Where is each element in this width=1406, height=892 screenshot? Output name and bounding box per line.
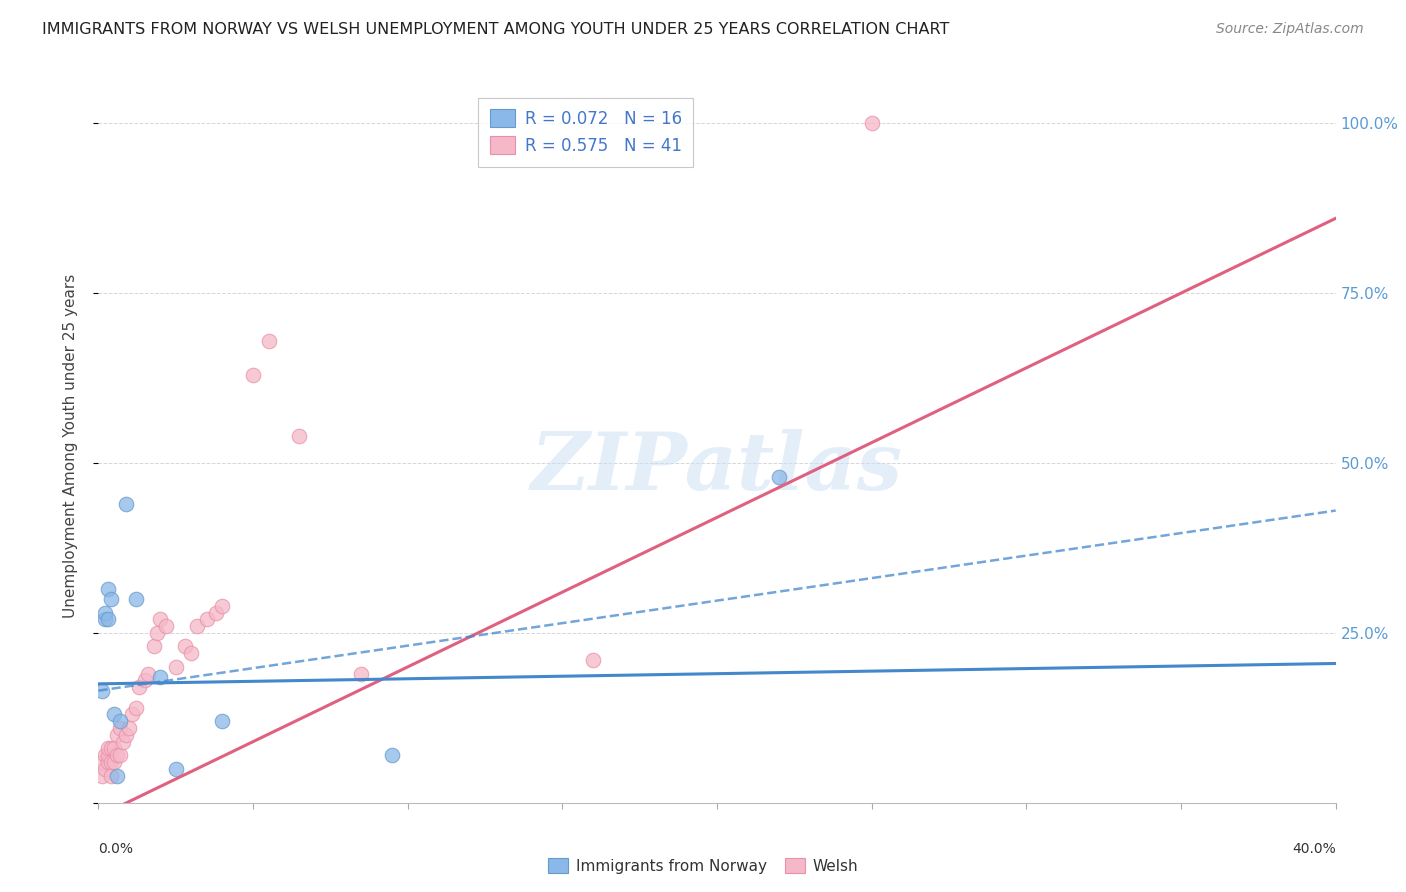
Point [180,646,202,660]
Text: Source: ZipAtlas.com: Source: ZipAtlas.com [1216,22,1364,37]
Point [288,429,311,443]
Text: ZIPatlas: ZIPatlas [531,429,903,506]
Point [146,626,169,640]
Point [108,714,131,729]
Point [211,599,233,613]
Point [115,497,138,511]
Point [105,728,128,742]
Point [103,707,125,722]
Point [149,670,172,684]
Point [97,741,120,756]
Point [143,640,166,654]
Point [97,748,120,763]
Point [350,666,373,681]
Point [195,612,218,626]
Point [103,741,125,756]
Point [768,469,790,483]
Point [134,673,156,688]
Point [100,741,122,756]
Point [860,116,883,130]
Point [105,748,128,763]
Point [90,683,112,698]
Point [93,612,115,626]
Point [582,653,605,667]
Point [97,755,120,769]
Point [100,755,122,769]
Point [205,606,228,620]
Point [100,769,122,783]
Point [103,755,125,769]
Point [242,368,264,382]
Point [93,606,115,620]
Point [186,619,208,633]
Point [93,762,115,776]
Point [155,619,177,633]
Point [121,707,143,722]
Legend: Immigrants from Norway, Welsh: Immigrants from Norway, Welsh [541,852,865,880]
Point [90,755,112,769]
Y-axis label: Unemployment Among Youth under 25 years: Unemployment Among Youth under 25 years [63,274,77,618]
Point [108,721,131,735]
Legend: R = 0.072   N = 16, R = 0.575   N = 41: R = 0.072 N = 16, R = 0.575 N = 41 [478,97,693,167]
Point [381,748,404,763]
Point [115,728,138,742]
Point [128,680,150,694]
Point [97,612,120,626]
Text: IMMIGRANTS FROM NORWAY VS WELSH UNEMPLOYMENT AMONG YOUTH UNDER 25 YEARS CORRELAT: IMMIGRANTS FROM NORWAY VS WELSH UNEMPLOY… [42,22,949,37]
Point [165,762,187,776]
Point [93,748,115,763]
Point [165,660,187,674]
Point [124,700,146,714]
Point [112,734,135,748]
Point [257,334,280,348]
Point [149,612,172,626]
Point [118,721,141,735]
Point [105,769,128,783]
Point [97,582,120,596]
Point [211,714,233,729]
Point [124,591,146,606]
Point [108,748,131,763]
Point [100,591,122,606]
Point [90,769,112,783]
Text: 0.0%: 0.0% [98,842,134,856]
Point [174,640,197,654]
Point [136,666,159,681]
Text: 40.0%: 40.0% [1292,842,1336,856]
